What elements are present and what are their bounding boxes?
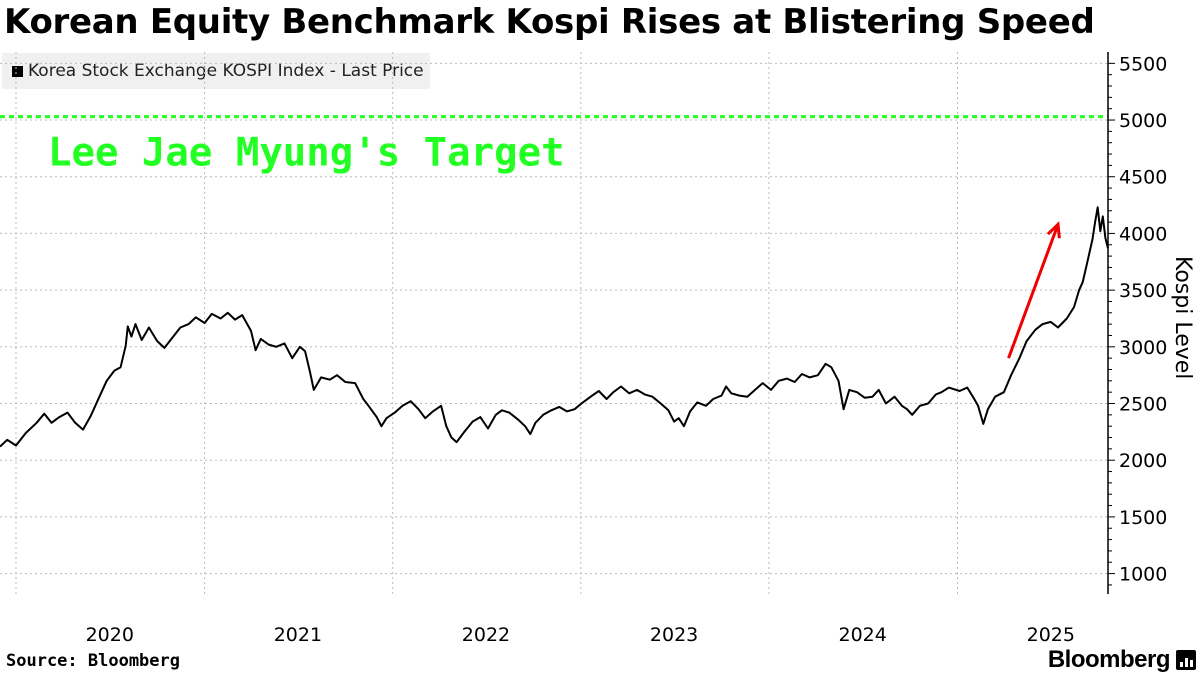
x-tick-label: 2022	[462, 624, 510, 646]
y-axis-title: Kospi Level	[1170, 256, 1195, 379]
y-tick-label: 2500	[1119, 394, 1167, 416]
y-tick-label: 3000	[1119, 337, 1167, 359]
x-tick-label: 2023	[650, 624, 698, 646]
annotation-arrow	[1007, 223, 1060, 359]
legend: Korea Stock Exchange KOSPI Index - Last …	[2, 53, 430, 89]
x-tick-label: 2025	[1027, 624, 1075, 646]
bar-chart-icon	[1176, 650, 1196, 670]
y-tick-label: 1500	[1119, 507, 1167, 529]
y-tick-label: 1000	[1119, 564, 1167, 586]
x-tick-label: 2021	[274, 624, 322, 646]
y-axis: 1000 1500 2000 2500 3000 3500 4000 4500 5000 5500	[1107, 52, 1167, 594]
source-note: Source: Bloomberg	[6, 651, 180, 671]
legend-swatch	[12, 65, 23, 77]
series-line-kospi	[0, 206, 1109, 448]
target-reference-label: Lee Jae Myung's Target	[48, 131, 565, 176]
brand-logo: Bloomberg	[1048, 646, 1196, 674]
y-tick-label: 4500	[1119, 167, 1167, 189]
x-tick-label: 2020	[86, 624, 134, 646]
x-tick-label: 2024	[839, 624, 887, 646]
annotation-arrow-head	[1046, 221, 1061, 239]
y-tick-label: 5000	[1119, 110, 1167, 132]
y-tick-label: 4000	[1119, 223, 1167, 245]
y-tick-label: 2000	[1119, 450, 1167, 472]
annotation-arrow-group	[1007, 221, 1061, 359]
y-tick-label: 5500	[1119, 53, 1167, 75]
reference-layer: Lee Jae Myung's Target	[0, 115, 1108, 176]
legend-label: Korea Stock Exchange KOSPI Index - Last …	[28, 61, 424, 81]
chart-title: Korean Equity Benchmark Kospi Rises at B…	[4, 2, 1095, 42]
y-tick-label: 3500	[1119, 280, 1167, 302]
grid-layer	[0, 52, 1108, 594]
brand-wordmark: Bloomberg	[1047, 646, 1171, 673]
x-axis-labels: 2020 2021 2022 2023 2024 2025	[86, 624, 1075, 646]
